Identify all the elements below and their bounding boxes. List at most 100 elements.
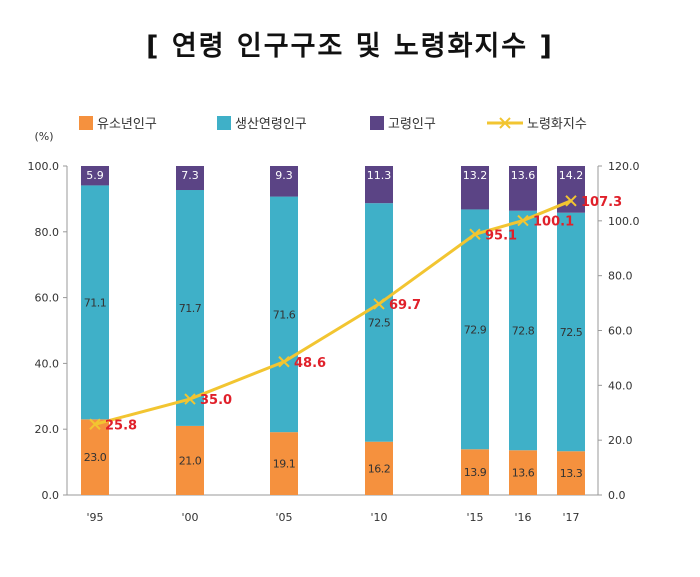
x-tick-label: '00	[181, 511, 198, 524]
marker-stroke	[184, 393, 196, 405]
bar-segment	[461, 166, 489, 210]
legend-label: 생산연령인구	[235, 117, 307, 132]
bar-segment	[365, 441, 393, 495]
right-tick-label: 120.0	[608, 160, 640, 173]
bar-data-label: 71.1	[84, 296, 107, 309]
marker-stroke	[469, 228, 481, 240]
x-tick-label: '15	[466, 511, 483, 524]
bar-segment	[461, 209, 489, 450]
legend-item: 생산연령인구	[217, 116, 307, 132]
bar-segment	[365, 166, 393, 204]
marker-stroke	[278, 356, 290, 368]
line-data-label: 107.3	[581, 195, 622, 210]
bar-segment	[270, 196, 298, 433]
bar-data-label: 13.3	[560, 467, 583, 480]
line-data-label: 95.1	[485, 228, 517, 243]
line-data-label: 100.1	[533, 215, 574, 230]
right-tick-label: 100.0	[608, 215, 640, 228]
left-tick-label: 20.0	[35, 423, 60, 436]
bar-data-label: 14.2	[559, 169, 584, 182]
line-data-label: 48.6	[294, 356, 326, 371]
x-tick-label: '95	[86, 511, 103, 524]
bar-segment	[176, 166, 204, 191]
right-tick-label: 40.0	[608, 379, 633, 392]
bar-data-label: 13.2	[463, 169, 488, 182]
bar-data-label: 5.9	[86, 169, 104, 182]
bar-segment	[176, 190, 204, 426]
marker-stroke	[517, 214, 529, 227]
bar-data-label: 13.6	[512, 467, 535, 480]
left-tick-label: 100.0	[28, 160, 60, 173]
bar-data-label: 13.9	[464, 466, 487, 479]
bar-data-label: 11.3	[367, 169, 392, 182]
bar-segment	[509, 166, 537, 211]
right-tick-label: 20.0	[608, 434, 633, 447]
legend-label: 고령인구	[388, 117, 436, 132]
legend-item: 노령화지수	[487, 117, 587, 132]
bar-data-label: 13.6	[511, 169, 536, 182]
aging-index-line: 25.8 35.0 48.6 69.7 95.1 100.1 107.3	[89, 195, 622, 433]
bar-segment	[81, 185, 109, 420]
left-tick-label: 60.0	[35, 292, 60, 305]
bar-segment	[365, 203, 393, 442]
bar-segment	[557, 212, 585, 452]
bar-data-label: 71.7	[179, 302, 202, 315]
line-point-marker	[278, 356, 290, 368]
line-data-label: 69.7	[389, 298, 421, 313]
x-tick-label: '05	[275, 511, 292, 524]
line-point-marker	[565, 195, 577, 207]
left-axis-unit: (%)	[34, 130, 53, 143]
x-tick-label: '16	[514, 511, 531, 524]
line-data-label: 25.8	[105, 418, 137, 433]
right-tick-label: 0.0	[608, 489, 626, 502]
bar-segment	[270, 166, 298, 197]
right-tick-label: 60.0	[608, 325, 633, 338]
bar-data-label: 72.9	[464, 323, 487, 336]
legend-swatch	[370, 116, 384, 130]
legend-swatch	[217, 116, 231, 130]
legend-marker-stroke	[499, 117, 511, 129]
line-point-marker	[517, 214, 529, 227]
line-data-label: 35.0	[200, 393, 232, 408]
line-point-marker	[184, 393, 196, 405]
bar-data-label: 21.0	[179, 454, 202, 467]
bar-data-label: 7.3	[181, 169, 199, 182]
line-point-marker	[469, 228, 481, 240]
bar-segment	[270, 432, 298, 495]
line-point-marker	[373, 298, 385, 310]
bar-data-label: 9.3	[275, 169, 293, 182]
bar-segment	[509, 450, 537, 495]
marker-stroke	[565, 195, 577, 207]
bar-segment	[557, 451, 585, 495]
legend-label: 유소년인구	[97, 117, 157, 132]
x-tick-label: '10	[370, 511, 387, 524]
right-tick-label: 80.0	[608, 270, 633, 283]
marker-stroke	[89, 418, 101, 430]
left-tick-label: 80.0	[35, 226, 60, 239]
bars: 23.0 71.1 5.9 21.0 71.7 7.3 19.1 71.6 9.3 16.2 72.…	[81, 166, 585, 495]
legend-swatch	[79, 116, 93, 130]
bar-segment	[81, 419, 109, 495]
bar-data-label: 23.0	[84, 451, 107, 464]
bar-data-label: 72.5	[368, 316, 391, 329]
legend-item: 유소년인구	[79, 116, 157, 132]
left-tick-label: 0.0	[42, 489, 60, 502]
bar-data-label: 71.6	[273, 308, 296, 321]
bar-segment	[176, 425, 204, 495]
left-tick-label: 40.0	[35, 357, 60, 370]
axes: (%) 0.0 20.0 40.0 60.0 80.0 100.0 0.0 20.0 40.0 60…	[28, 130, 640, 524]
bar-data-label: 16.2	[368, 462, 391, 475]
x-tick-label: '17	[562, 511, 579, 524]
chart-title: [ 연령 인구구조 및 노령화지수 ]	[146, 31, 554, 62]
bar-segment	[509, 210, 537, 451]
bar-segment	[461, 449, 489, 495]
legend-label: 노령화지수	[527, 117, 587, 132]
bar-data-label: 72.5	[560, 326, 583, 339]
bar-data-label: 19.1	[273, 458, 296, 471]
marker-stroke	[373, 298, 385, 310]
line-point-marker	[89, 418, 101, 430]
legend: 유소년인구 생산연령인구 고령인구 노령화지수	[79, 116, 587, 132]
bar-data-label: 72.8	[512, 325, 535, 338]
bar-segment	[81, 166, 109, 186]
